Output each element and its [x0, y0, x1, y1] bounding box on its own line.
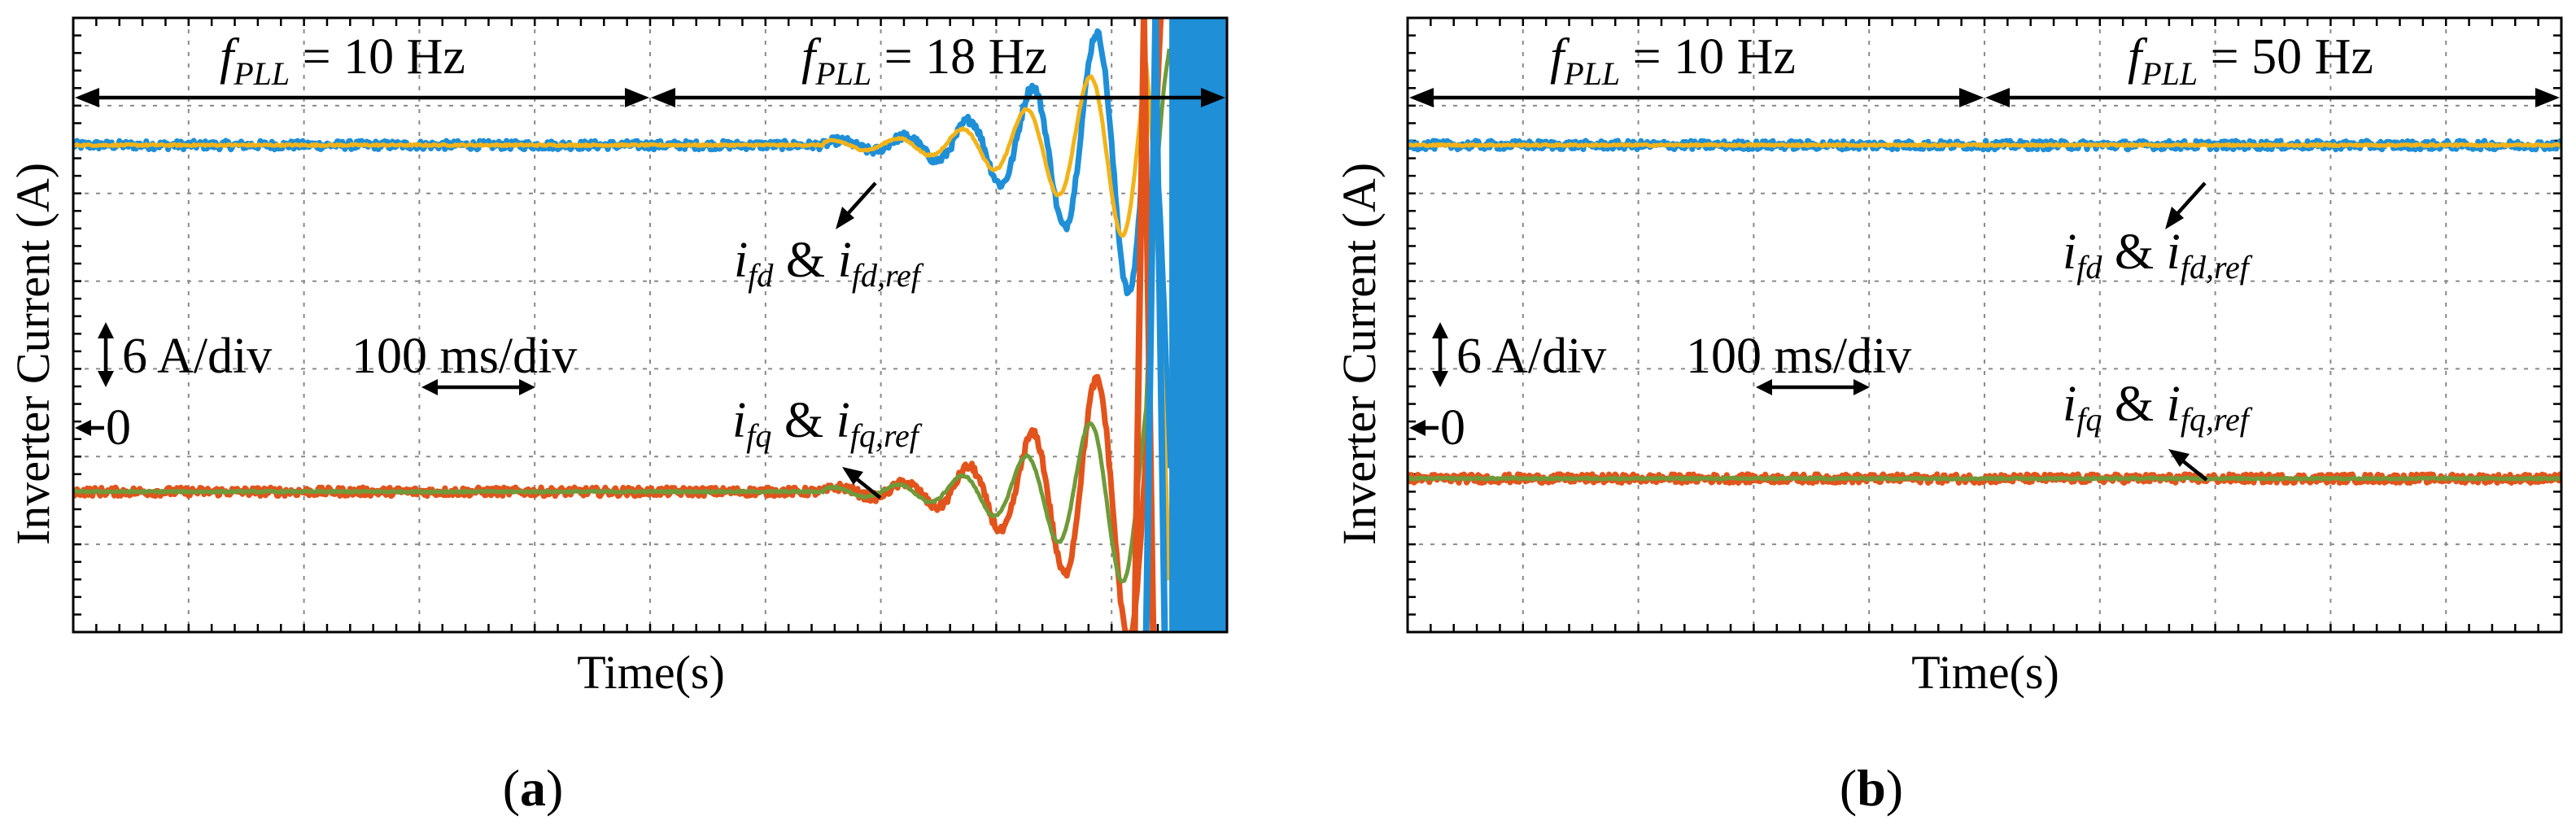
current-scale-label-a: 6 A/div [122, 329, 272, 384]
x-axis-label-b: Time(s) [1911, 646, 2059, 699]
fq-annotation-b: ifq & ifq,ref [2063, 377, 2253, 438]
stage1-label-b: fPLL = 10 Hz [1550, 29, 1796, 92]
current-scale-b [1432, 322, 1448, 387]
trace-i-fd-ref [1408, 142, 2561, 148]
fd-annotation-b: ifd & ifd,ref [2063, 225, 2253, 286]
stage2-arrow-left-head-b [1985, 88, 2010, 107]
stage1-arrow-left-head-b [1409, 88, 1434, 107]
stage1-arrow-right-head-a [625, 88, 649, 107]
panel-b: Inverter Current (A) fPLL = 10 Hz fPLL =… [1333, 16, 2563, 817]
time-scale-label-a: 100 ms/div [351, 329, 577, 384]
stage2-label-a: fPLL = 18 Hz [801, 29, 1047, 92]
plot-frame-a [72, 16, 1229, 634]
stage2-arrow-right-head-a [1201, 88, 1225, 107]
y-axis-label-a: Inverter Current (A) [7, 163, 59, 545]
fd-pointer-a [845, 181, 877, 217]
divergence-spike [1142, 18, 1168, 632]
fq-pointer-a [854, 477, 882, 499]
fd-pointer-head-a [836, 207, 854, 229]
time-scale-label-b: 100 ms/div [1686, 329, 1911, 384]
traces-a [73, 18, 1227, 632]
stage2-label-b: fPLL = 50 Hz [2128, 29, 2373, 92]
zero-marker-a [75, 420, 104, 436]
panel-caption-a: (a) [503, 759, 564, 817]
time-scale-arrow-a [421, 379, 535, 395]
grid-b [1406, 16, 2563, 634]
stage-arrows-b [1409, 88, 2560, 107]
y-axis-label-b: Inverter Current (A) [1333, 163, 1386, 545]
trace-i-fd-ref [73, 61, 1172, 581]
plot-frame-b [1406, 16, 2563, 634]
stage1-arrow-right-head-b [1959, 88, 1984, 107]
fq-pointer-b [2181, 459, 2208, 482]
fq-pointer-head-b [2168, 449, 2190, 467]
current-scale-label-b: 6 A/div [1456, 329, 1606, 384]
stage2-arrow-right-head-b [2535, 88, 2560, 107]
stage-arrows-a [75, 88, 1225, 107]
fq-annotation-a: ifq & ifq,ref [732, 393, 923, 454]
fd-pointer-b [2174, 181, 2207, 217]
stage1-arrow-left-head-a [75, 88, 99, 107]
trace-i-fq-ref [73, 48, 1172, 584]
fq-pointer-head-a [842, 467, 863, 485]
fd-pointer-head-b [2165, 207, 2184, 229]
traces-b [1408, 137, 2561, 486]
stage2-arrow-left-head-a [651, 88, 675, 107]
time-scale-arrow-b [1756, 379, 1870, 395]
stage1-label-a: fPLL = 10 Hz [220, 29, 465, 92]
panel-caption-b: (b) [1840, 759, 1903, 817]
zero-marker-b [1409, 420, 1439, 436]
x-axis-label-a: Time(s) [577, 646, 725, 699]
panel-a: Inverter Current (A) fPLL = 10 Hz fPLL =… [7, 16, 1229, 817]
fd-annotation-a: ifd & ifd,ref [734, 233, 924, 294]
zero-label-b: 0 [1440, 400, 1465, 456]
divergence-region [1169, 18, 1227, 632]
zero-label-a: 0 [106, 400, 131, 456]
current-scale-a [98, 322, 114, 387]
trace-i-fq-ref [1408, 475, 2561, 482]
